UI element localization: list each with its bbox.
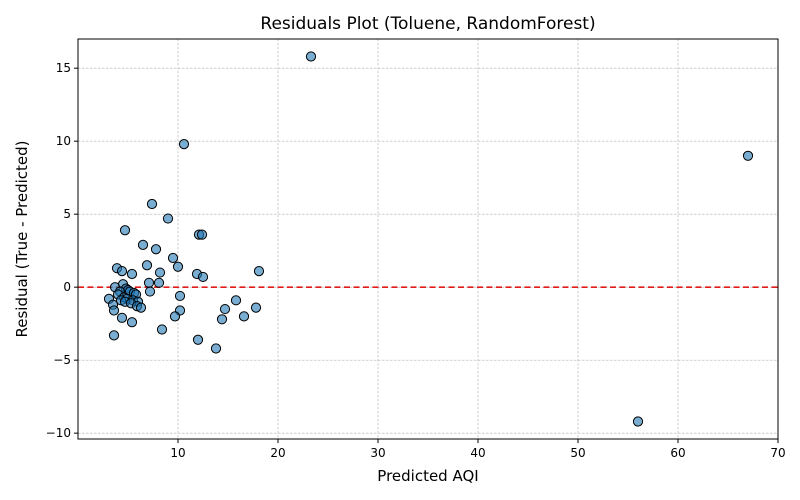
data-point [172, 261, 184, 272]
y-tick-label: 10 [56, 134, 71, 148]
data-point [238, 311, 250, 322]
x-tick-label: 10 [170, 446, 185, 460]
data-point [144, 286, 156, 297]
data-point [250, 302, 262, 313]
data-point [230, 295, 242, 306]
data-point [162, 213, 174, 224]
x-tick-label: 30 [370, 446, 385, 460]
y-tick-label: −10 [46, 426, 71, 440]
x-tick-label: 50 [570, 446, 585, 460]
data-point [141, 260, 153, 271]
data-point [156, 324, 168, 335]
data-point [253, 266, 265, 277]
y-tick-label: 5 [63, 207, 71, 221]
y-tick-label: −5 [53, 353, 71, 367]
data-point [192, 334, 204, 345]
data-point [108, 305, 120, 316]
data-point [126, 268, 138, 280]
data-point [126, 317, 138, 328]
x-axis-ticks: 10 20 30 40 50 60 70 [170, 439, 786, 460]
plot-frame [77, 38, 779, 440]
data-point [169, 311, 181, 322]
data-point [146, 198, 158, 210]
data-point [305, 51, 317, 62]
x-tick-label: 70 [770, 446, 785, 460]
data-point [632, 416, 644, 427]
data-point [143, 277, 155, 288]
data-point [742, 150, 754, 161]
data-point [210, 343, 222, 354]
chart-title: Residuals Plot (Toluene, RandomForest) [260, 14, 595, 34]
data-point [135, 302, 147, 313]
data-points [103, 51, 754, 427]
y-tick-label: 0 [63, 280, 71, 294]
data-point [196, 229, 208, 240]
data-point [119, 225, 131, 236]
data-point [116, 266, 128, 277]
y-tick-label: 15 [56, 61, 71, 75]
data-point [216, 314, 228, 325]
data-point [108, 330, 120, 341]
x-axis-label: Predicted AQI [377, 467, 478, 485]
data-point [153, 277, 165, 288]
data-point [219, 303, 231, 315]
grid-lines [78, 39, 779, 439]
data-point [116, 312, 128, 323]
x-tick-label: 60 [670, 446, 685, 460]
data-point [178, 139, 190, 150]
data-point [137, 239, 149, 250]
data-point [174, 290, 186, 302]
data-point [154, 267, 166, 278]
y-axis-label: Residual (True - Predicted) [13, 140, 31, 337]
y-axis-ticks: −10 −5 0 5 10 15 [46, 61, 78, 440]
data-point [167, 252, 179, 264]
data-point [197, 271, 209, 283]
x-tick-label: 20 [270, 446, 285, 460]
x-tick-label: 40 [470, 446, 485, 460]
data-point [150, 244, 162, 255]
